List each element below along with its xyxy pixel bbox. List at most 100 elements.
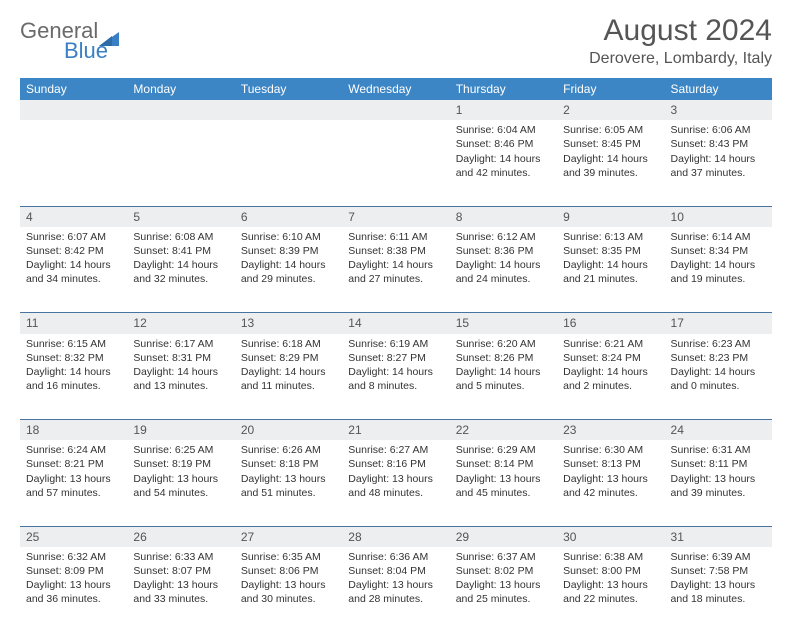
day-number — [235, 100, 342, 120]
sunset-text: Sunset: 8:16 PM — [348, 457, 443, 471]
daylight2-text: and 42 minutes. — [563, 486, 658, 500]
sunrise-text: Sunrise: 6:24 AM — [26, 443, 121, 457]
sunset-text: Sunset: 8:42 PM — [26, 244, 121, 258]
day-info: Sunrise: 6:27 AMSunset: 8:16 PMDaylight:… — [342, 440, 449, 504]
sunset-text: Sunset: 7:58 PM — [671, 564, 766, 578]
day-info: Sunrise: 6:33 AMSunset: 8:07 PMDaylight:… — [127, 547, 234, 611]
day-number: 18 — [20, 420, 127, 441]
sunrise-text: Sunrise: 6:11 AM — [348, 230, 443, 244]
week-row: Sunrise: 6:32 AMSunset: 8:09 PMDaylight:… — [20, 547, 772, 633]
daylight1-text: Daylight: 14 hours — [671, 258, 766, 272]
sunrise-text: Sunrise: 6:12 AM — [456, 230, 551, 244]
day-number: 5 — [127, 206, 234, 227]
day-info: Sunrise: 6:21 AMSunset: 8:24 PMDaylight:… — [557, 334, 664, 398]
day-number: 14 — [342, 313, 449, 334]
day-info: Sunrise: 6:14 AMSunset: 8:34 PMDaylight:… — [665, 227, 772, 291]
day-cell: Sunrise: 6:20 AMSunset: 8:26 PMDaylight:… — [450, 334, 557, 420]
sunset-text: Sunset: 8:09 PM — [26, 564, 121, 578]
day-cell — [20, 120, 127, 206]
daylight1-text: Daylight: 14 hours — [26, 258, 121, 272]
day-number — [20, 100, 127, 120]
sunset-text: Sunset: 8:32 PM — [26, 351, 121, 365]
sunrise-text: Sunrise: 6:23 AM — [671, 337, 766, 351]
day-cell: Sunrise: 6:27 AMSunset: 8:16 PMDaylight:… — [342, 440, 449, 526]
sunrise-text: Sunrise: 6:06 AM — [671, 123, 766, 137]
month-title: August 2024 — [589, 14, 772, 48]
sunset-text: Sunset: 8:24 PM — [563, 351, 658, 365]
daylight2-text: and 0 minutes. — [671, 379, 766, 393]
day-cell: Sunrise: 6:25 AMSunset: 8:19 PMDaylight:… — [127, 440, 234, 526]
sunrise-text: Sunrise: 6:31 AM — [671, 443, 766, 457]
day-info: Sunrise: 6:25 AMSunset: 8:19 PMDaylight:… — [127, 440, 234, 504]
weekday-saturday: Saturday — [665, 78, 772, 100]
sunrise-text: Sunrise: 6:20 AM — [456, 337, 551, 351]
sunrise-text: Sunrise: 6:21 AM — [563, 337, 658, 351]
daylight1-text: Daylight: 13 hours — [26, 578, 121, 592]
sunset-text: Sunset: 8:04 PM — [348, 564, 443, 578]
day-cell: Sunrise: 6:35 AMSunset: 8:06 PMDaylight:… — [235, 547, 342, 633]
day-info: Sunrise: 6:13 AMSunset: 8:35 PMDaylight:… — [557, 227, 664, 291]
daylight2-text: and 30 minutes. — [241, 592, 336, 606]
day-cell: Sunrise: 6:26 AMSunset: 8:18 PMDaylight:… — [235, 440, 342, 526]
daylight2-text: and 45 minutes. — [456, 486, 551, 500]
daylight2-text: and 18 minutes. — [671, 592, 766, 606]
daylight2-text: and 29 minutes. — [241, 272, 336, 286]
day-info: Sunrise: 6:07 AMSunset: 8:42 PMDaylight:… — [20, 227, 127, 291]
daylight1-text: Daylight: 13 hours — [348, 472, 443, 486]
sunset-text: Sunset: 8:27 PM — [348, 351, 443, 365]
sunrise-text: Sunrise: 6:32 AM — [26, 550, 121, 564]
daylight2-text: and 54 minutes. — [133, 486, 228, 500]
day-info: Sunrise: 6:32 AMSunset: 8:09 PMDaylight:… — [20, 547, 127, 611]
day-info: Sunrise: 6:11 AMSunset: 8:38 PMDaylight:… — [342, 227, 449, 291]
day-info: Sunrise: 6:19 AMSunset: 8:27 PMDaylight:… — [342, 334, 449, 398]
sunrise-text: Sunrise: 6:35 AM — [241, 550, 336, 564]
daylight1-text: Daylight: 13 hours — [348, 578, 443, 592]
day-cell: Sunrise: 6:17 AMSunset: 8:31 PMDaylight:… — [127, 334, 234, 420]
daylight1-text: Daylight: 13 hours — [563, 472, 658, 486]
day-cell: Sunrise: 6:24 AMSunset: 8:21 PMDaylight:… — [20, 440, 127, 526]
day-cell — [235, 120, 342, 206]
day-cell: Sunrise: 6:36 AMSunset: 8:04 PMDaylight:… — [342, 547, 449, 633]
day-info: Sunrise: 6:26 AMSunset: 8:18 PMDaylight:… — [235, 440, 342, 504]
daylight1-text: Daylight: 13 hours — [133, 472, 228, 486]
daylight1-text: Daylight: 13 hours — [671, 578, 766, 592]
day-number: 15 — [450, 313, 557, 334]
daylight2-text: and 24 minutes. — [456, 272, 551, 286]
sunrise-text: Sunrise: 6:19 AM — [348, 337, 443, 351]
sunrise-text: Sunrise: 6:27 AM — [348, 443, 443, 457]
day-cell: Sunrise: 6:07 AMSunset: 8:42 PMDaylight:… — [20, 227, 127, 313]
day-info: Sunrise: 6:23 AMSunset: 8:23 PMDaylight:… — [665, 334, 772, 398]
daylight2-text: and 57 minutes. — [26, 486, 121, 500]
sunset-text: Sunset: 8:21 PM — [26, 457, 121, 471]
daylight2-text: and 36 minutes. — [26, 592, 121, 606]
day-info: Sunrise: 6:20 AMSunset: 8:26 PMDaylight:… — [450, 334, 557, 398]
sunset-text: Sunset: 8:39 PM — [241, 244, 336, 258]
sunrise-text: Sunrise: 6:25 AM — [133, 443, 228, 457]
day-cell: Sunrise: 6:11 AMSunset: 8:38 PMDaylight:… — [342, 227, 449, 313]
week-row: Sunrise: 6:04 AMSunset: 8:46 PMDaylight:… — [20, 120, 772, 206]
day-number: 28 — [342, 526, 449, 547]
sunrise-text: Sunrise: 6:05 AM — [563, 123, 658, 137]
day-cell: Sunrise: 6:38 AMSunset: 8:00 PMDaylight:… — [557, 547, 664, 633]
sunset-text: Sunset: 8:02 PM — [456, 564, 551, 578]
sunrise-text: Sunrise: 6:26 AM — [241, 443, 336, 457]
day-number: 4 — [20, 206, 127, 227]
daylight1-text: Daylight: 13 hours — [241, 472, 336, 486]
sunrise-text: Sunrise: 6:07 AM — [26, 230, 121, 244]
day-number: 1 — [450, 100, 557, 120]
week-row: Sunrise: 6:07 AMSunset: 8:42 PMDaylight:… — [20, 227, 772, 313]
weekday-tuesday: Tuesday — [235, 78, 342, 100]
daylight1-text: Daylight: 13 hours — [133, 578, 228, 592]
day-info: Sunrise: 6:37 AMSunset: 8:02 PMDaylight:… — [450, 547, 557, 611]
sunset-text: Sunset: 8:41 PM — [133, 244, 228, 258]
daylight2-text: and 33 minutes. — [133, 592, 228, 606]
day-info: Sunrise: 6:17 AMSunset: 8:31 PMDaylight:… — [127, 334, 234, 398]
day-cell: Sunrise: 6:13 AMSunset: 8:35 PMDaylight:… — [557, 227, 664, 313]
sunset-text: Sunset: 8:00 PM — [563, 564, 658, 578]
sunset-text: Sunset: 8:19 PM — [133, 457, 228, 471]
day-cell: Sunrise: 6:33 AMSunset: 8:07 PMDaylight:… — [127, 547, 234, 633]
sunset-text: Sunset: 8:45 PM — [563, 137, 658, 151]
weekday-friday: Friday — [557, 78, 664, 100]
daylight1-text: Daylight: 13 hours — [456, 472, 551, 486]
daylight1-text: Daylight: 14 hours — [241, 365, 336, 379]
